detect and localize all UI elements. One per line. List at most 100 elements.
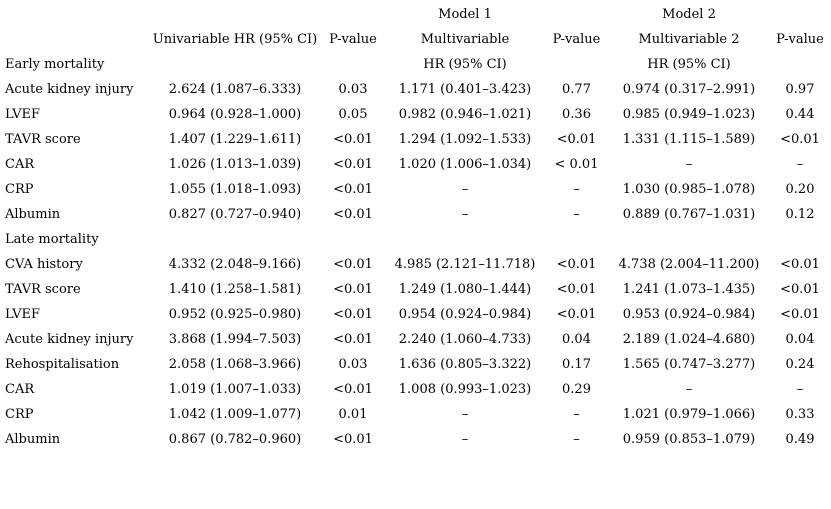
row-label: CAR bbox=[5, 157, 35, 172]
table-row: LVEF 0.964 (0.928–1.000) 0.05 0.982 (0.9… bbox=[0, 102, 831, 127]
row-cell bbox=[609, 227, 769, 252]
row-cell: 2.058 (1.068–3.966) bbox=[168, 357, 302, 372]
header-hr-ci-model2: HR (95% CI) bbox=[647, 57, 731, 72]
row-cell: 0.974 (0.317–2.991) bbox=[622, 82, 756, 97]
header-pvalue-model1: P-value bbox=[552, 32, 601, 47]
row-cell: 4.332 (2.048–9.166) bbox=[168, 257, 302, 272]
row-cell: <0.01 bbox=[333, 132, 373, 147]
row-cell: 0.24 bbox=[785, 357, 815, 372]
row-label: TAVR score bbox=[5, 282, 81, 297]
row-label: Rehospitalisation bbox=[5, 357, 120, 372]
header-empty bbox=[769, 2, 831, 27]
row-cell: – bbox=[685, 382, 693, 397]
row-cell: – bbox=[461, 207, 469, 222]
header-empty bbox=[150, 52, 320, 77]
header-empty bbox=[320, 2, 386, 27]
row-cell: <0.01 bbox=[333, 307, 373, 322]
row-label: TAVR score bbox=[5, 132, 81, 147]
row-cell bbox=[320, 227, 386, 252]
header-multivariable-2: Multivariable 2 bbox=[638, 32, 740, 47]
row-cell: 2.189 (1.024–4.680) bbox=[622, 332, 756, 347]
row-cell bbox=[150, 227, 320, 252]
row-cell: 0.985 (0.949–1.023) bbox=[622, 107, 756, 122]
row-cell bbox=[386, 227, 544, 252]
row-cell: 0.29 bbox=[562, 382, 591, 397]
row-cell: 0.867 (0.782–0.960) bbox=[168, 432, 302, 447]
row-cell: – bbox=[573, 407, 580, 422]
row-label: Acute kidney injury bbox=[5, 82, 134, 97]
row-cell: 0.12 bbox=[785, 207, 815, 222]
row-cell: 1.055 (1.018–1.093) bbox=[168, 182, 302, 197]
row-cell: 4.738 (2.004–11.200) bbox=[618, 257, 760, 272]
row-cell: <0.01 bbox=[780, 257, 820, 272]
row-cell: 0.01 bbox=[338, 407, 368, 422]
row-cell: 0.959 (0.853–1.079) bbox=[622, 432, 756, 447]
table-row: Albumin 0.867 (0.782–0.960) <0.01 – – 0.… bbox=[0, 427, 831, 452]
table-row: CRP 1.042 (1.009–1.077) 0.01 – – 1.021 (… bbox=[0, 402, 831, 427]
row-cell: 1.042 (1.009–1.077) bbox=[168, 407, 302, 422]
row-cell: < 0.01 bbox=[554, 157, 599, 172]
row-cell: 0.04 bbox=[785, 332, 815, 347]
table-row: TAVR score 1.410 (1.258–1.581) <0.01 1.2… bbox=[0, 277, 831, 302]
table-row: Late mortality bbox=[0, 227, 831, 252]
row-cell: – bbox=[573, 182, 580, 197]
row-cell: 1.294 (1.092–1.533) bbox=[398, 132, 532, 147]
row-cell: <0.01 bbox=[333, 182, 373, 197]
row-cell: 4.985 (2.121–11.718) bbox=[394, 257, 536, 272]
row-cell: – bbox=[573, 207, 580, 222]
row-cell: – bbox=[573, 432, 580, 447]
table-row: CAR 1.026 (1.013–1.039) <0.01 1.020 (1.0… bbox=[0, 152, 831, 177]
row-label: LVEF bbox=[5, 307, 40, 322]
row-cell: 0.49 bbox=[785, 432, 815, 447]
table-row: Acute kidney injury 3.868 (1.994–7.503) … bbox=[0, 327, 831, 352]
table-row: TAVR score 1.407 (1.229–1.611) <0.01 1.2… bbox=[0, 127, 831, 152]
row-cell: <0.01 bbox=[333, 332, 373, 347]
header-row-models: Model 1 Model 2 bbox=[0, 2, 831, 27]
row-cell: 0.33 bbox=[785, 407, 815, 422]
header-model2: Model 2 bbox=[662, 7, 716, 22]
table-row: LVEF 0.952 (0.925–0.980) <0.01 0.954 (0.… bbox=[0, 302, 831, 327]
row-cell: <0.01 bbox=[556, 282, 597, 297]
header-empty bbox=[320, 52, 386, 77]
header-row-columns: Univariable HR (95% CI) P-value Multivar… bbox=[0, 27, 831, 52]
row-label: Albumin bbox=[5, 432, 61, 447]
row-label: CVA history bbox=[5, 257, 83, 272]
header-empty bbox=[0, 2, 150, 27]
row-cell: – bbox=[796, 382, 804, 397]
row-cell: 0.44 bbox=[785, 107, 815, 122]
row-cell: 1.407 (1.229–1.611) bbox=[168, 132, 302, 147]
row-cell: 0.77 bbox=[562, 82, 591, 97]
row-cell: 1.410 (1.258–1.581) bbox=[168, 282, 302, 297]
header-empty bbox=[0, 27, 150, 52]
row-cell: 1.565 (0.747–3.277) bbox=[622, 357, 756, 372]
row-cell: – bbox=[461, 407, 469, 422]
row-cell: <0.01 bbox=[556, 307, 597, 322]
row-label: CRP bbox=[5, 182, 34, 197]
row-cell: <0.01 bbox=[333, 382, 373, 397]
row-cell: <0.01 bbox=[333, 207, 373, 222]
table-header: Model 1 Model 2 Univariable HR (95% CI) … bbox=[0, 2, 831, 77]
row-cell: 2.240 (1.060–4.733) bbox=[398, 332, 532, 347]
row-cell: 1.241 (1.073–1.435) bbox=[622, 282, 756, 297]
row-cell: 1.019 (1.007–1.033) bbox=[168, 382, 302, 397]
table-row: Albumin 0.827 (0.727–0.940) <0.01 – – 0.… bbox=[0, 202, 831, 227]
row-label: CRP bbox=[5, 407, 34, 422]
row-cell: <0.01 bbox=[780, 132, 820, 147]
row-cell: 1.026 (1.013–1.039) bbox=[168, 157, 302, 172]
header-empty bbox=[150, 2, 320, 27]
row-cell: – bbox=[796, 157, 804, 172]
row-cell: <0.01 bbox=[780, 282, 820, 297]
row-cell: 0.97 bbox=[785, 82, 815, 97]
row-cell: 1.030 (0.985–1.078) bbox=[622, 182, 756, 197]
row-cell: 0.05 bbox=[338, 107, 368, 122]
row-cell: – bbox=[461, 182, 469, 197]
row-cell: 2.624 (1.087–6.333) bbox=[168, 82, 302, 97]
row-cell: 0.36 bbox=[562, 107, 591, 122]
row-cell bbox=[769, 227, 831, 252]
row-cell: 0.964 (0.928–1.000) bbox=[168, 107, 302, 122]
row-cell: 0.03 bbox=[338, 357, 368, 372]
row-cell: 0.827 (0.727–0.940) bbox=[168, 207, 302, 222]
table-row: Rehospitalisation 2.058 (1.068–3.966) 0.… bbox=[0, 352, 831, 377]
row-cell: <0.01 bbox=[556, 132, 597, 147]
